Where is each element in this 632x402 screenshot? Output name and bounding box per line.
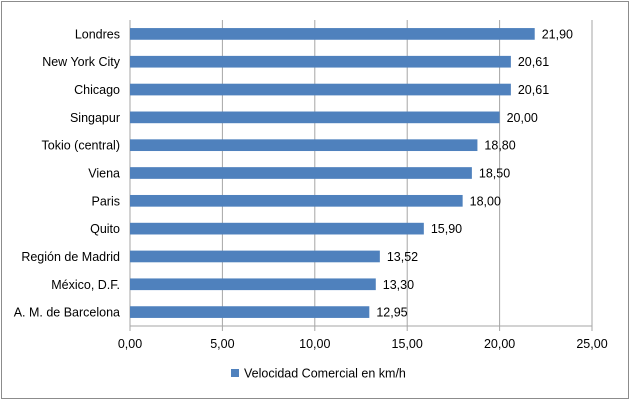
category-labels: Londres New York City Chicago Singapur Tokio… bbox=[14, 27, 121, 319]
bar bbox=[130, 55, 511, 68]
value-label: 20,00 bbox=[507, 111, 538, 125]
bar bbox=[130, 28, 535, 40]
category-label: New York City bbox=[42, 55, 121, 69]
bar bbox=[130, 194, 463, 207]
gridlines bbox=[129, 20, 593, 331]
category-label: Viena bbox=[88, 167, 120, 181]
category-label: Chicago bbox=[74, 83, 120, 97]
x-tick-label: 15,00 bbox=[392, 337, 423, 351]
legend: Velocidad Comercial en km/h bbox=[231, 367, 406, 381]
category-label: México, D.F. bbox=[51, 278, 120, 292]
value-label: 21,90 bbox=[542, 27, 573, 41]
bar bbox=[130, 139, 478, 152]
value-labels: 21,90 20,61 20,61 20,00 18,80 18,50 18,00 15,90… bbox=[376, 27, 573, 319]
category-label: Tokio (central) bbox=[42, 139, 121, 153]
x-tick-label: 5,00 bbox=[210, 337, 234, 351]
bar bbox=[130, 222, 424, 235]
bars-group bbox=[130, 28, 535, 318]
x-tick-labels: 0,00 5,00 10,00 15,00 20,00 25,00 bbox=[118, 337, 608, 351]
legend-label: Velocidad Comercial en km/h bbox=[244, 367, 406, 381]
x-tick-label: 10,00 bbox=[299, 337, 330, 351]
value-label: 12,95 bbox=[376, 306, 407, 320]
category-label: A. M. de Barcelona bbox=[14, 306, 120, 320]
x-tick-label: 0,00 bbox=[118, 337, 142, 351]
value-label: 18,00 bbox=[470, 194, 501, 208]
value-label: 13,30 bbox=[383, 278, 414, 292]
x-tick-label: 25,00 bbox=[576, 337, 607, 351]
category-label: Singapur bbox=[70, 111, 120, 125]
bar bbox=[130, 167, 472, 179]
value-label: 18,50 bbox=[479, 167, 510, 181]
bar bbox=[130, 83, 511, 96]
category-label: Paris bbox=[92, 194, 120, 208]
category-label: Región de Madrid bbox=[21, 250, 120, 264]
value-label: 15,90 bbox=[431, 222, 462, 236]
value-label: 13,52 bbox=[387, 250, 418, 264]
category-label: Quito bbox=[90, 222, 120, 236]
value-label: 20,61 bbox=[518, 55, 549, 69]
bar bbox=[130, 278, 376, 291]
x-tick-label: 20,00 bbox=[484, 337, 515, 351]
bar bbox=[130, 306, 370, 318]
value-label: 20,61 bbox=[518, 83, 549, 97]
bar bbox=[130, 250, 380, 263]
category-label: Londres bbox=[75, 27, 120, 41]
value-label: 18,80 bbox=[484, 139, 515, 153]
legend-swatch bbox=[231, 369, 239, 377]
bar bbox=[130, 111, 500, 124]
